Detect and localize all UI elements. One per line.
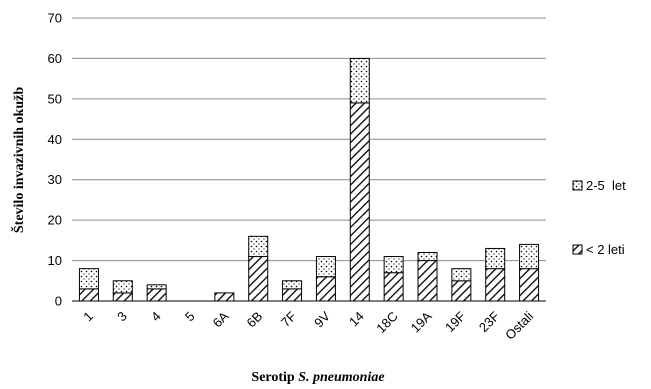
y-tick-label: 10 — [48, 253, 62, 268]
x-axis-title-plain: Serotip — [251, 370, 298, 385]
x-tick-label: 6B — [243, 309, 265, 331]
bars — [78, 57, 540, 302]
y-tick-label: 20 — [48, 213, 62, 228]
bar-segment-2-5-let — [519, 243, 540, 270]
x-tick-label: 19F — [442, 308, 468, 334]
bar-segment-under-2-leti — [78, 288, 99, 302]
bar-segment-2-5-let — [248, 235, 269, 258]
bar-segment-2-5-let — [315, 256, 336, 278]
legend-label-under-2-leti: < 2 leti — [586, 242, 625, 257]
bar-segment-under-2-leti — [214, 292, 235, 302]
bar-segment-2-5-let — [112, 280, 133, 294]
legend: 2-5 let < 2 leti — [572, 178, 626, 257]
y-tick-label: 40 — [48, 132, 62, 147]
y-tick-label: 0 — [55, 294, 62, 309]
bar-segment-under-2-leti — [519, 268, 540, 302]
x-tick-label: 9V — [311, 308, 333, 330]
x-tick-label: 14 — [346, 309, 367, 330]
x-axis-title-italic: S. pneumoniae — [298, 370, 384, 385]
x-tick-label: 5 — [182, 309, 198, 325]
bar-segment-under-2-leti — [315, 276, 336, 302]
x-tick-label: 4 — [148, 309, 164, 325]
x-tick-label: 18C — [373, 309, 400, 336]
bar-segment-2-5-let — [485, 247, 506, 270]
bar-segment-2-5-let — [282, 280, 303, 290]
x-axis-ticks: 1 3 4 5 6A 6B 7F 9V 14 18C 19A 19F 23F Ostali — [80, 308, 536, 342]
x-tick-label: 6A — [210, 308, 232, 330]
x-tick-label: 23F — [476, 308, 502, 334]
bar-segment-under-2-leti — [485, 268, 506, 302]
bar-segment-under-2-leti — [248, 256, 269, 302]
y-axis-ticks: 0 10 20 30 40 50 60 70 — [48, 11, 62, 309]
y-tick-label: 60 — [48, 51, 62, 66]
bar-segment-2-5-let — [451, 268, 472, 282]
bar-segment-2-5-let — [349, 57, 370, 104]
y-tick-label: 30 — [48, 172, 62, 187]
bar-segment-2-5-let — [146, 284, 167, 290]
y-axis-title: Število invazivnih okužb — [10, 87, 27, 233]
x-tick-label: 3 — [114, 309, 130, 325]
y-tick-label: 70 — [48, 11, 62, 26]
x-tick-label: Ostali — [502, 308, 536, 342]
x-tick-label: 7F — [278, 308, 299, 329]
bar-segment-under-2-leti — [146, 288, 167, 302]
bar-segment-under-2-leti — [451, 280, 472, 302]
bar-segment-under-2-leti — [349, 102, 370, 302]
bar-segment-under-2-leti — [112, 292, 133, 302]
bar-segment-2-5-let — [383, 256, 404, 274]
legend-swatch-2-5-let — [572, 180, 583, 191]
x-tick-label: 1 — [80, 309, 96, 325]
bar-segment-under-2-leti — [383, 272, 404, 302]
gridlines — [72, 17, 546, 302]
x-axis-title: Serotip S. pneumoniae — [251, 370, 384, 385]
x-tick-label: 19A — [408, 308, 435, 335]
bar-segment-2-5-let — [78, 268, 99, 290]
legend-label-2-5-let: 2-5 let — [586, 178, 626, 193]
y-tick-label: 50 — [48, 91, 62, 106]
bar-segment-under-2-leti — [417, 260, 438, 302]
bar-segment-under-2-leti — [282, 288, 303, 302]
legend-swatch-under-2-leti — [572, 244, 583, 255]
bar-segment-2-5-let — [417, 251, 438, 262]
